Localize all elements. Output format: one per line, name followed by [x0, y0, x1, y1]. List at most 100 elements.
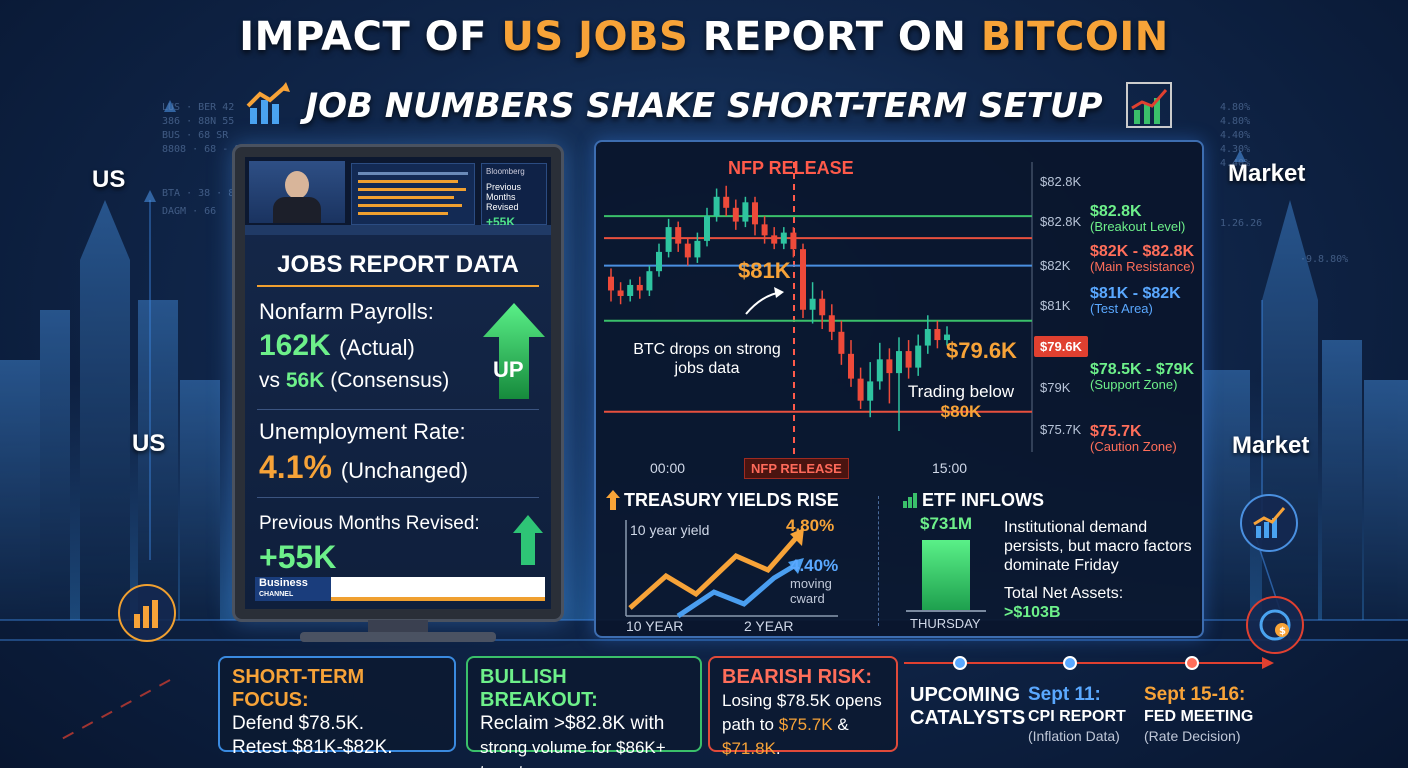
bar-chart-circle-icon [118, 584, 176, 642]
title-part-3: REPORT ON [688, 14, 981, 60]
svg-text:LUS · BER 42: LUS · BER 42 [162, 102, 234, 113]
price-tick: $81K [1040, 298, 1071, 313]
nfp-consensus: vs 56K (Consensus) [259, 369, 449, 393]
section-separator [878, 496, 879, 626]
candle-body [742, 202, 749, 222]
jobs-report-heading: JOBS REPORT DATA [277, 251, 519, 278]
nfp-vs: vs [259, 369, 280, 392]
candle-body [780, 232, 787, 244]
svg-text:$: $ [1279, 626, 1286, 637]
catalyst-sub: (Inflation Data) [1028, 728, 1120, 744]
level-test-desc: (Test Area) [1090, 301, 1153, 316]
candle-body [704, 216, 710, 241]
jobs-report-monitor: Bloomberg Previous Months Revised +55K J… [232, 144, 564, 622]
nfp-consensus-note: (Consensus) [330, 369, 450, 392]
lower-third-accent [331, 597, 545, 601]
treasury-x-left: 10 YEAR [626, 618, 684, 634]
bearish-line1: Losing $78.5K opens [722, 691, 882, 710]
svg-text:BUS · 68 SR: BUS · 68 SR [162, 130, 229, 141]
level-support-desc: (Support Zone) [1090, 377, 1178, 392]
candle-body [924, 329, 931, 346]
annotation-trading-below-value: $80K [940, 402, 982, 421]
annotation-81k: $81K [738, 258, 791, 283]
treasury-moving-line1: moving [790, 576, 832, 591]
svg-text:4.40%: 4.40% [1220, 158, 1250, 169]
candle-body [905, 351, 912, 368]
catalysts-title-line1: UPCOMING [910, 684, 1020, 706]
candle-body [896, 351, 902, 374]
level-breakout-desc: (Breakout Level) [1090, 219, 1186, 234]
bearish-target-b: $71.8K [722, 739, 776, 758]
ten-year-yield-line [628, 536, 798, 610]
candle-body [800, 249, 806, 310]
svg-text:BTA · 38 · 8: BTA · 38 · 8 [162, 188, 234, 199]
small-up-arrow-icon [513, 515, 543, 565]
candle-body [886, 359, 893, 374]
bullish-line1: Reclaim >$82.8K with [480, 713, 665, 734]
news-anchor-image [249, 161, 345, 223]
level-support-value: $78.5K - $79K [1090, 361, 1195, 378]
etf-day: THURSDAY [910, 616, 981, 631]
price-tick: $79K [1040, 380, 1071, 395]
level-test-value: $81K - $82K [1090, 285, 1181, 302]
up-arrow-small-icon [606, 490, 620, 510]
svg-text:4.30%: 4.30% [1220, 144, 1250, 155]
btc-chart-panel: NFP RELEASE NFP RELEASE 00:00 15:00 $82.… [594, 140, 1204, 638]
treasury-high-value: 4.80% [786, 516, 835, 535]
candle-body [944, 334, 950, 341]
short-term-focus-box: SHORT-TERM FOCUS: Defend $78.5K. Retest … [218, 656, 456, 758]
page-title: IMPACT OF US JOBS REPORT ON BITCOIN [0, 14, 1408, 60]
candle-body [636, 284, 643, 291]
title-part-1: IMPACT OF [239, 14, 502, 60]
level-breakout: $82.8K (Breakout Level) [1090, 204, 1186, 235]
level-resistance-value: $82K - $82.8K [1090, 243, 1195, 260]
nfp-consensus-value: 56K [285, 369, 325, 392]
catalyst-timeline [904, 656, 1274, 670]
catalyst-date: Sept 15-16: [1144, 684, 1246, 705]
side-label-us-bottom: US [132, 430, 166, 457]
candle-body [752, 202, 758, 225]
bearish-heading: BEARISH RISK: [722, 666, 873, 688]
bullish-line2: strong volume for $86K+ target. [480, 738, 666, 768]
nfp-actual-value: 162K [259, 329, 331, 362]
candle-body [617, 290, 624, 296]
candle-body [838, 331, 845, 354]
prev-revised-value: +55K [259, 539, 337, 575]
etf-description: Institutional demand persists, but macro… [1004, 519, 1192, 574]
candle-body [857, 378, 864, 401]
candle-body [828, 315, 835, 332]
trend-circle-icon [1240, 494, 1298, 552]
bearish-line2-end: . [775, 739, 781, 758]
channel-name: Business [259, 577, 308, 589]
svg-text:DAGM · 66: DAGM · 66 [162, 206, 216, 217]
nfp-release-top-label: NFP RELEASE [728, 158, 854, 178]
monitor-screen: Bloomberg Previous Months Revised +55K J… [245, 157, 551, 609]
news-crawl-bar [245, 225, 551, 235]
treasury-low-value: 4.40% [790, 556, 839, 575]
title-part-4: BITCOIN [980, 14, 1169, 60]
level-test-area: $81K - $82K (Test Area) [1090, 285, 1181, 317]
channel-sub: CHANNEL [259, 591, 294, 598]
candle-body [656, 251, 662, 272]
candle-body [684, 243, 691, 258]
level-support-zone: $78.5K - $79K (Support Zone) [1090, 361, 1195, 393]
btc-candlestick-chart [604, 162, 1033, 458]
unemployment-note: (Unchanged) [340, 458, 469, 483]
candle-body [713, 196, 720, 217]
candle-body [848, 353, 854, 379]
treasury-title: TREASURY YIELDS RISE [624, 490, 839, 510]
annotation-arrowhead [774, 287, 784, 298]
etf-tna-value: >$103B [1004, 604, 1061, 621]
candle-body [732, 207, 739, 222]
short-term-line2: Retest $81K-$82K. [232, 737, 393, 758]
bullish-breakout-box: BULLISH BREAKOUT: Reclaim >$82.8K with s… [466, 656, 702, 768]
candle-body [675, 227, 682, 244]
etf-title: ETF INFLOWS [922, 490, 1044, 510]
candle-body [867, 381, 874, 401]
two-year-yield-line [676, 563, 796, 619]
etf-bars-icon [903, 493, 917, 508]
x-tick-start: 00:00 [650, 460, 686, 476]
nfp-label: Nonfarm Payrolls: [259, 299, 434, 324]
treasury-yield-chart [625, 520, 838, 619]
treasury-yield-label: 10 year yield [630, 522, 710, 538]
